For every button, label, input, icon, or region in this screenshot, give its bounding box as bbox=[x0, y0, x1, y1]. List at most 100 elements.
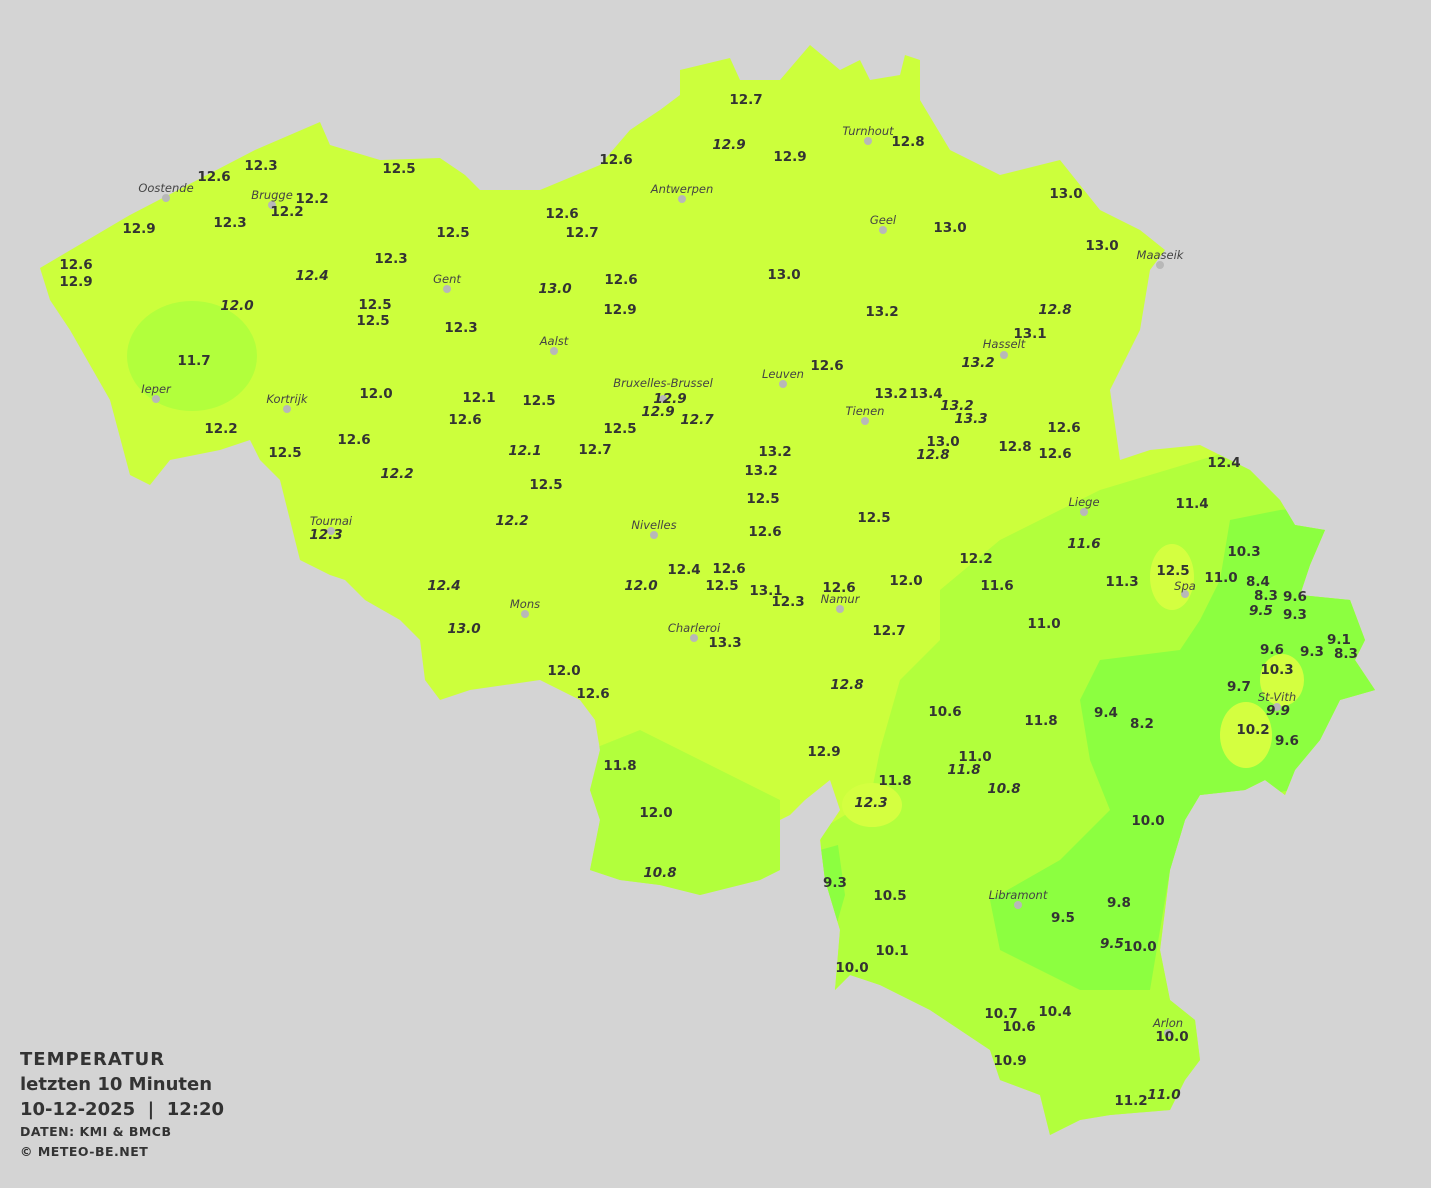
city-dot bbox=[650, 531, 658, 539]
station-temperature: 13.0 bbox=[538, 281, 571, 297]
station-temperature: 13.2 bbox=[758, 444, 791, 460]
station-temperature: 12.6 bbox=[604, 272, 637, 288]
station-temperature: 12.7 bbox=[578, 442, 611, 458]
station-temperature: 12.6 bbox=[748, 524, 781, 540]
station-temperature: 11.7 bbox=[177, 353, 210, 369]
city-label: Charleroi bbox=[668, 621, 721, 635]
station-temperature: 12.3 bbox=[374, 251, 407, 267]
station-temperature: 12.3 bbox=[244, 158, 277, 174]
station-temperature: 12.3 bbox=[213, 215, 246, 231]
station-temperature: 9.4 bbox=[1094, 705, 1118, 721]
city-dot bbox=[550, 347, 558, 355]
station-temperature: 12.8 bbox=[998, 439, 1031, 455]
station-temperature: 11.0 bbox=[958, 749, 991, 765]
zone-ieper bbox=[127, 301, 257, 411]
station-temperature: 9.3 bbox=[823, 875, 847, 891]
city-dot bbox=[1014, 901, 1022, 909]
station-temperature: 13.2 bbox=[865, 304, 898, 320]
station-temperature: 9.6 bbox=[1260, 642, 1284, 658]
station-temperature: 12.9 bbox=[641, 404, 674, 420]
station-temperature: 9.8 bbox=[1107, 895, 1131, 911]
station-temperature: 10.0 bbox=[835, 960, 868, 976]
station-temperature: 11.8 bbox=[1024, 713, 1057, 729]
station-temperature: 9.3 bbox=[1300, 644, 1324, 660]
zone-medium-southwest bbox=[580, 730, 780, 900]
city-dot bbox=[861, 417, 869, 425]
station-temperature: 12.1 bbox=[462, 390, 495, 406]
station-temperature: 8.3 bbox=[1254, 588, 1278, 604]
station-temperature: 13.2 bbox=[744, 463, 777, 479]
city-dot bbox=[162, 194, 170, 202]
station-temperature: 10.6 bbox=[928, 704, 961, 720]
station-temperature: 11.8 bbox=[603, 758, 636, 774]
station-temperature: 12.6 bbox=[822, 580, 855, 596]
station-temperature: 10.6 bbox=[1002, 1019, 1035, 1035]
station-temperature: 10.7 bbox=[984, 1006, 1017, 1022]
legend-datetime: 10-12-2025 | 12:20 bbox=[20, 1099, 225, 1120]
station-temperature: 12.6 bbox=[810, 358, 843, 374]
legend-copyright: © METEO-BE.NET bbox=[20, 1144, 149, 1159]
station-temperature: 13.3 bbox=[954, 411, 987, 427]
city-label: Spa bbox=[1174, 579, 1196, 593]
station-layer: 12.7 12.9 12.9 12.8 12.6 12.3 12.6 12.5 12.2 12.2… bbox=[59, 92, 1358, 1109]
station-temperature: 12.5 bbox=[1156, 563, 1189, 579]
station-temperature: 12.5 bbox=[857, 510, 890, 526]
station-temperature: 13.0 bbox=[926, 434, 959, 450]
station-temperature: 12.2 bbox=[495, 513, 528, 529]
station-temperature: 12.5 bbox=[358, 297, 391, 313]
station-temperature: 12.5 bbox=[746, 491, 779, 507]
station-temperature: 12.8 bbox=[891, 134, 924, 150]
station-temperature: 9.1 bbox=[1327, 632, 1351, 648]
city-label: Tienen bbox=[846, 404, 885, 418]
city-label: Namur bbox=[821, 592, 861, 606]
city-dot bbox=[879, 226, 887, 234]
station-temperature: 12.9 bbox=[712, 137, 745, 153]
station-temperature: 12.0 bbox=[547, 663, 580, 679]
station-temperature: 12.7 bbox=[729, 92, 762, 108]
station-temperature: 12.2 bbox=[380, 466, 413, 482]
city-dot bbox=[1181, 590, 1189, 598]
station-temperature: 10.0 bbox=[1123, 939, 1156, 955]
station-temperature: 12.5 bbox=[356, 313, 389, 329]
station-temperature: 11.6 bbox=[980, 578, 1013, 594]
station-temperature: 9.5 bbox=[1100, 936, 1124, 952]
station-temperature: 12.5 bbox=[268, 445, 301, 461]
station-temperature: 13.3 bbox=[708, 635, 741, 651]
station-temperature: 12.9 bbox=[773, 149, 806, 165]
station-temperature: 12.5 bbox=[522, 393, 555, 409]
station-temperature: 13.2 bbox=[874, 386, 907, 402]
station-temperature: 12.2 bbox=[204, 421, 237, 437]
station-temperature: 12.0 bbox=[220, 298, 253, 314]
city-dot bbox=[327, 527, 335, 535]
city-dot bbox=[1080, 508, 1088, 516]
city-label: Nivelles bbox=[631, 518, 676, 532]
city-layer: Oostende Brugge Antwerpen Turnhout Geel Maase… bbox=[138, 124, 1296, 1037]
city-label: St-Vith bbox=[1258, 690, 1296, 704]
station-temperature: 10.9 bbox=[993, 1053, 1026, 1069]
station-temperature: 12.9 bbox=[807, 744, 840, 760]
station-temperature: 12.5 bbox=[436, 225, 469, 241]
city-dot bbox=[659, 395, 667, 403]
station-temperature: 9.7 bbox=[1227, 679, 1251, 695]
station-temperature: 10.0 bbox=[1155, 1029, 1188, 1045]
station-temperature: 8.2 bbox=[1130, 716, 1154, 732]
station-temperature: 12.4 bbox=[295, 268, 328, 284]
station-temperature: 10.8 bbox=[643, 865, 676, 881]
legend-source: DATEN: KMI & BMCB bbox=[20, 1124, 172, 1139]
station-temperature: 10.2 bbox=[1236, 722, 1269, 738]
legend-subtitle: letzten 10 Minuten bbox=[20, 1074, 213, 1095]
station-temperature: 12.4 bbox=[427, 578, 460, 594]
city-label: Mons bbox=[510, 597, 540, 611]
station-temperature: 10.4 bbox=[1038, 1004, 1071, 1020]
station-temperature: 12.6 bbox=[448, 412, 481, 428]
city-dot bbox=[283, 405, 291, 413]
station-temperature: 11.4 bbox=[1175, 496, 1208, 512]
station-temperature: 12.6 bbox=[1038, 446, 1071, 462]
city-label: Liege bbox=[1068, 495, 1099, 509]
station-temperature: 11.3 bbox=[1105, 574, 1138, 590]
station-temperature: 12.6 bbox=[337, 432, 370, 448]
city-dot bbox=[864, 137, 872, 145]
station-temperature: 10.8 bbox=[987, 781, 1020, 797]
city-label: Aalst bbox=[539, 334, 569, 348]
